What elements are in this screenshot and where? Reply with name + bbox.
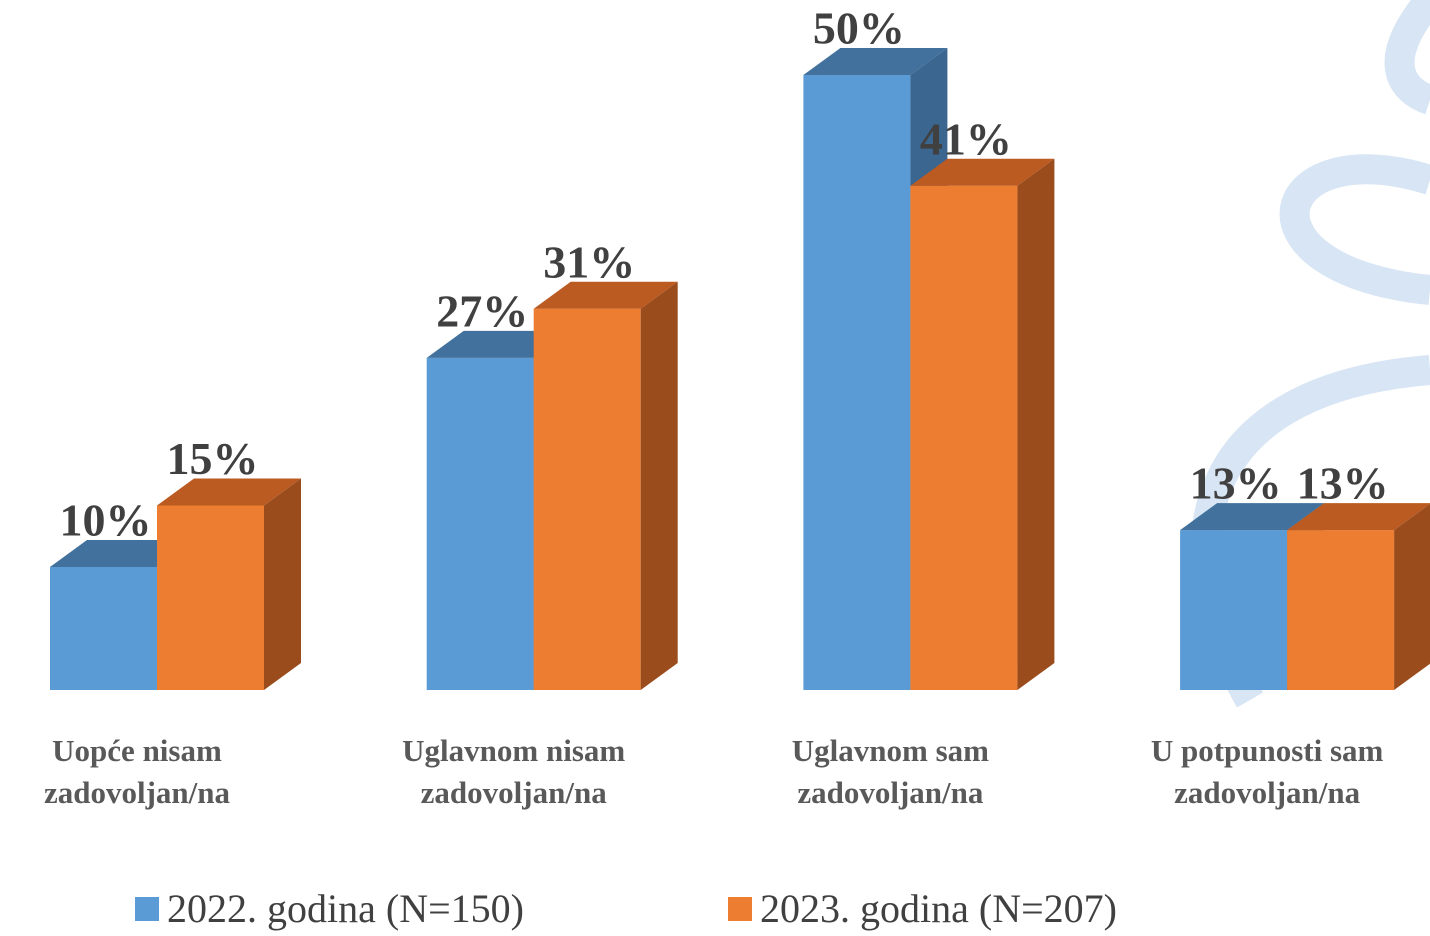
legend-label: 2022. godina (N=150) bbox=[167, 885, 524, 932]
value-label: 41% bbox=[920, 113, 1012, 164]
value-label: 13% bbox=[1297, 458, 1389, 509]
bar bbox=[803, 75, 910, 690]
value-label: 27% bbox=[436, 285, 528, 336]
bar-side bbox=[641, 282, 678, 690]
bar bbox=[157, 506, 264, 691]
legend-swatch bbox=[728, 897, 752, 921]
x-tick-label: Uopće nisam zadovoljan/na bbox=[0, 730, 287, 814]
chart: 10% 15% 27% 31% 50% 41% 13% 13% Uopće nisam zad… bbox=[0, 0, 1430, 936]
value-label: 13% bbox=[1190, 458, 1282, 509]
bar bbox=[534, 309, 641, 690]
x-tick-label: Uglavnom sam zadovoljan/na bbox=[740, 730, 1040, 814]
value-label: 31% bbox=[543, 236, 635, 287]
legend-item: 2022. godina (N=150) bbox=[135, 885, 524, 932]
bar bbox=[910, 186, 1017, 690]
x-tick-label: U potpunosti sam zadovoljan/na bbox=[1117, 730, 1417, 814]
bar-side bbox=[264, 479, 301, 691]
bar-side bbox=[1017, 159, 1054, 690]
value-label: 50% bbox=[813, 3, 905, 54]
x-tick-label: Uglavnom nisam zadovoljan/na bbox=[364, 730, 664, 814]
value-label: 15% bbox=[167, 433, 259, 484]
bar bbox=[1180, 530, 1287, 690]
value-label: 10% bbox=[60, 495, 152, 546]
bar-side bbox=[1394, 503, 1430, 690]
legend-swatch bbox=[135, 897, 159, 921]
legend-label: 2023. godina (N=207) bbox=[760, 885, 1117, 932]
bar bbox=[50, 567, 157, 690]
legend-item: 2023. godina (N=207) bbox=[728, 885, 1117, 932]
bar bbox=[427, 358, 534, 690]
bar bbox=[1287, 530, 1394, 690]
